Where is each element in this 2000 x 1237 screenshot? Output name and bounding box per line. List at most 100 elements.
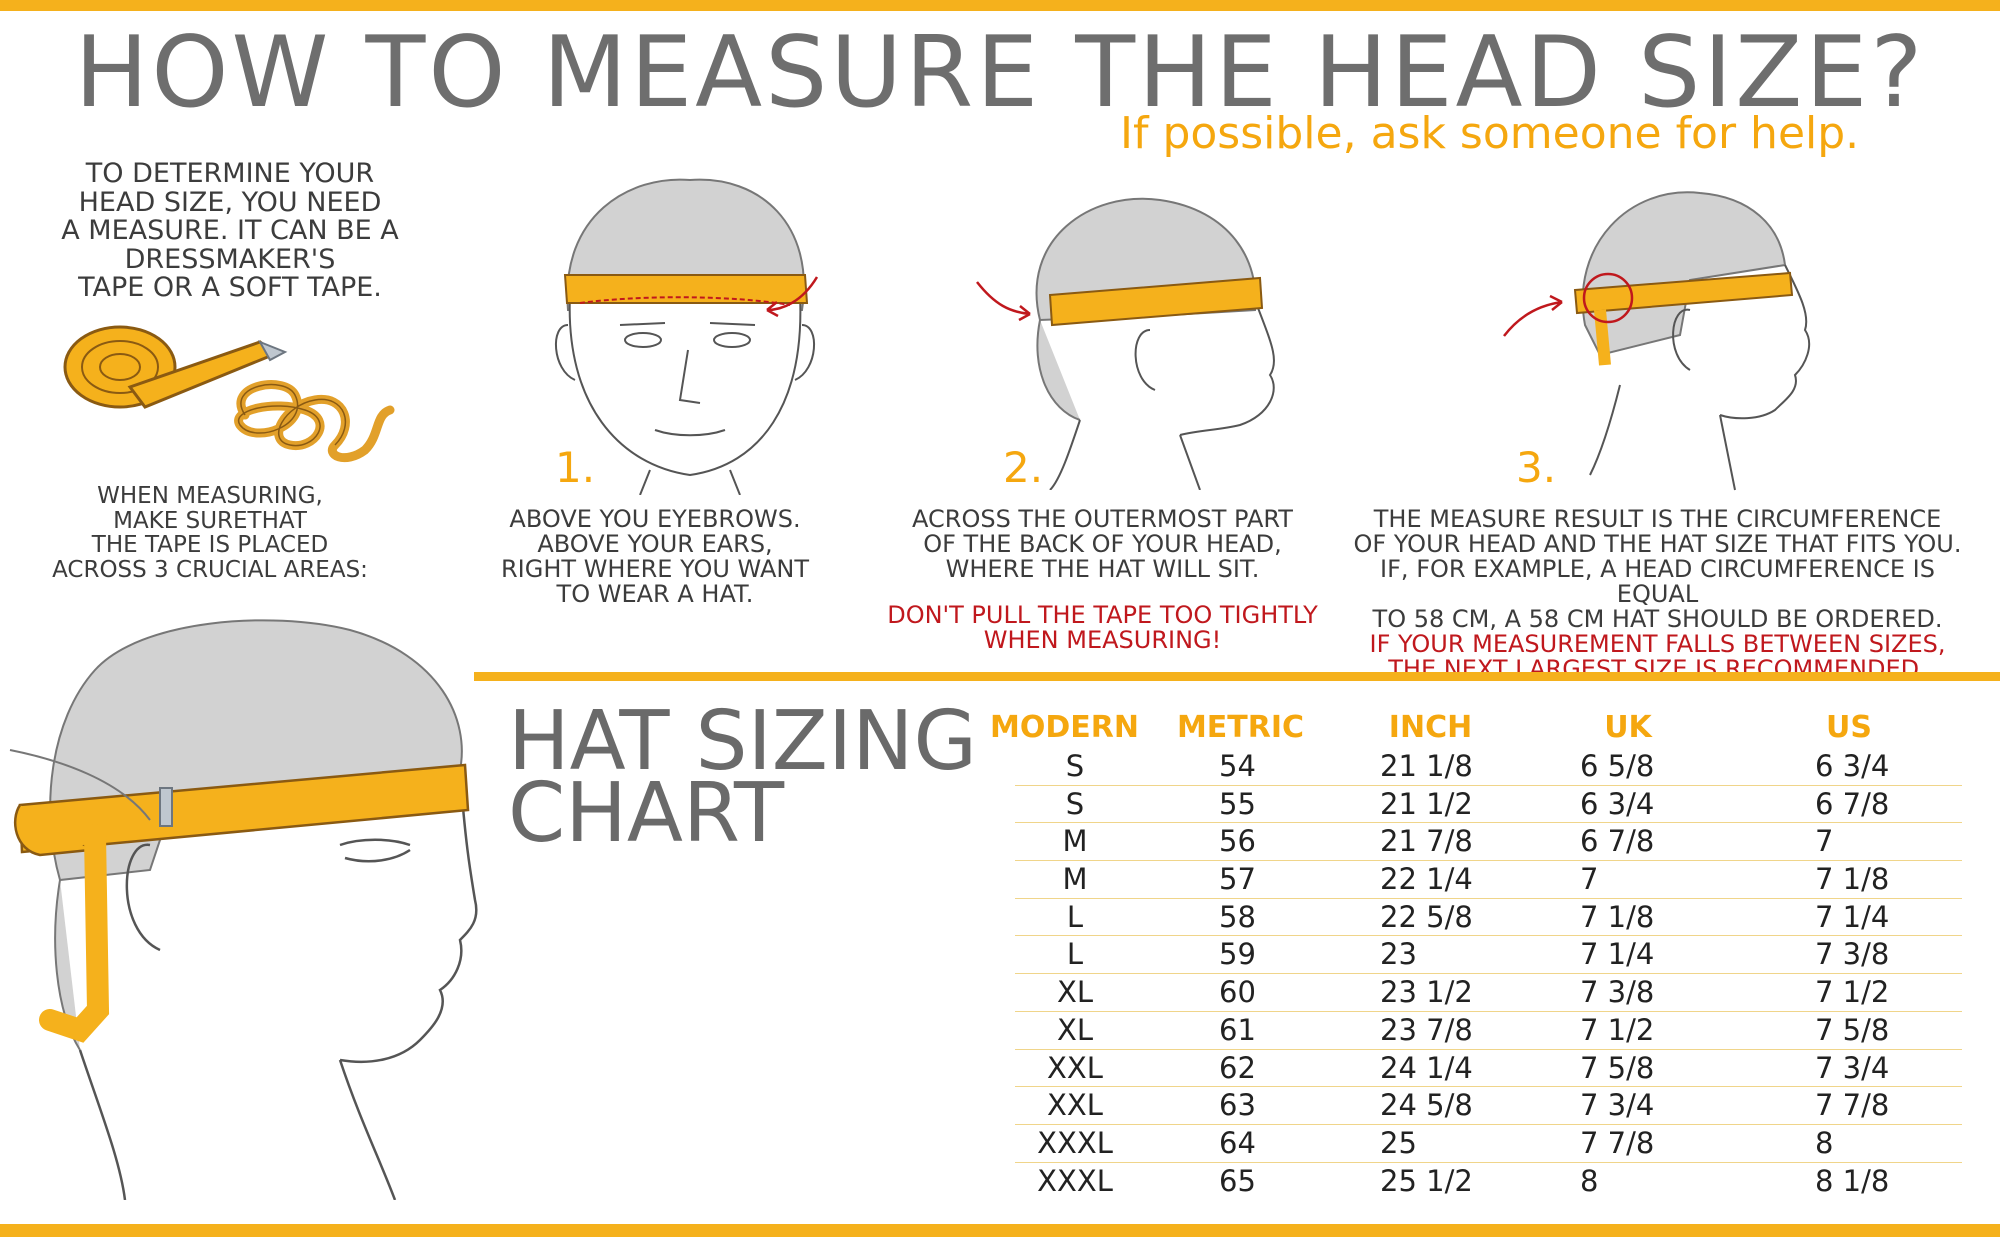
cell-inch: 22 1/4 [1380,862,1473,897]
cell-inch: 24 1/4 [1380,1050,1473,1085]
cell-metric: 54 [1219,749,1256,783]
page-title: HOW TO MEASURE THE HEAD SIZE? [74,16,1926,130]
cell-inch: 23 [1380,937,1417,972]
step-2-text: ACROSS THE OUTERMOST PART OF THE BACK OF… [895,507,1310,582]
table-row: XXXL 64 25 7 7/8 8 [1015,1125,1962,1163]
table-row: S 55 21 1/2 6 3/4 6 7/8 [1015,786,1962,824]
cell-inch: 25 [1380,1125,1417,1160]
cell-metric: 58 [1219,899,1256,934]
cell-uk: 7 1/2 [1580,1012,1655,1047]
chart-title: HAT SIZING CHART [508,694,978,861]
table-row: XL 61 23 7/8 7 1/2 7 5/8 [1015,1012,1962,1050]
cell-metric: 59 [1219,937,1256,972]
intro-line: HEAD SIZE, YOU NEED [78,186,382,218]
intro-text: TO DETERMINE YOUR HEAD SIZE, YOU NEED A … [40,159,420,303]
cell-modern: S [1065,749,1085,783]
step-3-line: THE MEASURE RESULT IS THE CIRCUMFERENCE [1373,505,1942,533]
cell-us: 7 1/8 [1815,862,1890,897]
cell-uk: 7 3/8 [1580,975,1655,1010]
cell-metric: 63 [1219,1088,1256,1123]
tape-roll-icon [63,325,288,409]
areas-line: THE TAPE IS PLACED [91,532,329,558]
cell-inch: 21 1/8 [1380,749,1473,783]
arrow-icon [766,276,819,318]
step-1-text: ABOVE YOU EYEBROWS. ABOVE YOUR EARS, RIG… [480,507,830,607]
table-row: S 54 21 1/8 6 5/8 6 3/4 [1015,748,1962,786]
table-row: XXXL 65 25 1/2 8 8 1/8 [1015,1163,1962,1201]
column-header: MODERN [990,710,1139,745]
cell-modern: XL [1056,975,1094,1010]
cell-metric: 56 [1219,824,1256,859]
head-front-icon [555,178,815,495]
areas-line: ACROSS 3 CRUCIAL AREAS: [52,556,368,583]
cell-modern: M [1062,824,1088,859]
arrow-icon [1503,294,1563,337]
cell-modern: L [1066,899,1084,934]
cell-uk: 7 1/4 [1580,937,1655,972]
cell-us: 6 3/4 [1815,749,1890,783]
cell-us: 7 7/8 [1815,1088,1890,1123]
cell-uk: 8 [1580,1163,1599,1198]
cell-inch: 24 5/8 [1380,1088,1473,1123]
cell-inch: 23 1/2 [1380,975,1473,1010]
cell-metric: 57 [1219,862,1256,897]
cell-us: 7 [1815,824,1834,859]
step-2-line: ACROSS THE OUTERMOST PART [912,505,1293,533]
step-1-line: ABOVE YOU EYEBROWS. [509,505,801,533]
cell-inch: 21 1/2 [1380,786,1473,821]
cell-uk: 7 3/4 [1580,1088,1655,1123]
cell-modern: S [1065,786,1085,821]
step-2-line: OF THE BACK OF YOUR HEAD, [923,530,1282,558]
cell-metric: 61 [1219,1012,1256,1047]
step-3-number: 3. [1516,443,1557,492]
chart-title-line: HAT SIZING [508,694,978,789]
cell-uk: 7 1/8 [1580,899,1655,934]
table-row: M 57 22 1/4 7 7 1/8 [1015,861,1962,899]
table-row: M 56 21 7/8 6 7/8 7 [1015,823,1962,862]
step-1-line: TO WEAR A HAT. [556,580,754,608]
column-header: INCH [1388,710,1473,745]
arrow-icon [976,281,1031,322]
step-2-line: WHERE THE HAT WILL SIT. [945,555,1260,583]
cell-metric: 60 [1219,975,1256,1010]
chart-title-line: CHART [508,766,785,861]
top-accent-bar [0,0,2000,11]
table-row: XXL 63 24 5/8 7 3/4 7 7/8 [1015,1087,1962,1125]
cell-us: 7 5/8 [1815,1012,1890,1047]
cell-metric: 64 [1219,1125,1256,1160]
head-back-icon [1035,197,1276,490]
table-header: MODERN METRIC INCH UK US [990,708,1962,748]
cell-modern: XXXL [1037,1125,1113,1160]
column-header: US [1826,710,1872,745]
step-1-line: ABOVE YOUR EARS, [537,530,773,558]
table-row: XL 60 23 1/2 7 3/8 7 1/2 [1015,974,1962,1012]
cell-modern: XXL [1047,1050,1103,1085]
intro-line: DRESSMAKER'S [124,243,336,275]
head-side-icon [1573,191,1811,491]
cell-metric: 65 [1219,1163,1256,1198]
table-row: L 58 22 5/8 7 1/8 7 1/4 [1015,899,1962,937]
step-3-text: THE MEASURE RESULT IS THE CIRCUMFERENCE … [1350,507,1965,682]
cell-us: 7 3/4 [1815,1050,1890,1085]
column-header: METRIC [1176,710,1305,745]
cell-inch: 22 5/8 [1380,899,1473,934]
step-2-warning: DON'T PULL THE TAPE TOO TIGHTLY WHEN MEA… [885,603,1320,653]
section-divider [474,672,2000,681]
cell-inch: 21 7/8 [1380,824,1473,859]
intro-line: A MEASURE. IT CAN BE A [61,215,399,246]
cell-modern: L [1066,937,1084,972]
step-3-line: TO 58 CM, A 58 CM HAT SHOULD BE ORDERED. [1372,605,1943,633]
step-3-line: OF YOUR HEAD AND THE HAT SIZE THAT FITS … [1353,530,1962,558]
sizing-table: MODERN METRIC INCH UK US S 54 21 1/8 6 5/8 6… [990,708,1962,1200]
step-1-number: 1. [555,443,596,492]
cell-us: 8 [1815,1125,1834,1160]
cell-us: 7 3/8 [1815,937,1890,972]
cell-modern: XL [1056,1012,1094,1047]
cell-uk: 7 [1580,862,1599,897]
areas-line: WHEN MEASURING, [97,483,323,509]
cell-us: 7 1/4 [1815,899,1890,934]
step-2-warning-line: WHEN MEASURING! [983,626,1222,654]
cell-uk: 6 7/8 [1580,824,1655,859]
table-row: XXL 62 24 1/4 7 5/8 7 3/4 [1015,1050,1962,1088]
page-subtitle: If possible, ask someone for help. [1120,108,1860,159]
